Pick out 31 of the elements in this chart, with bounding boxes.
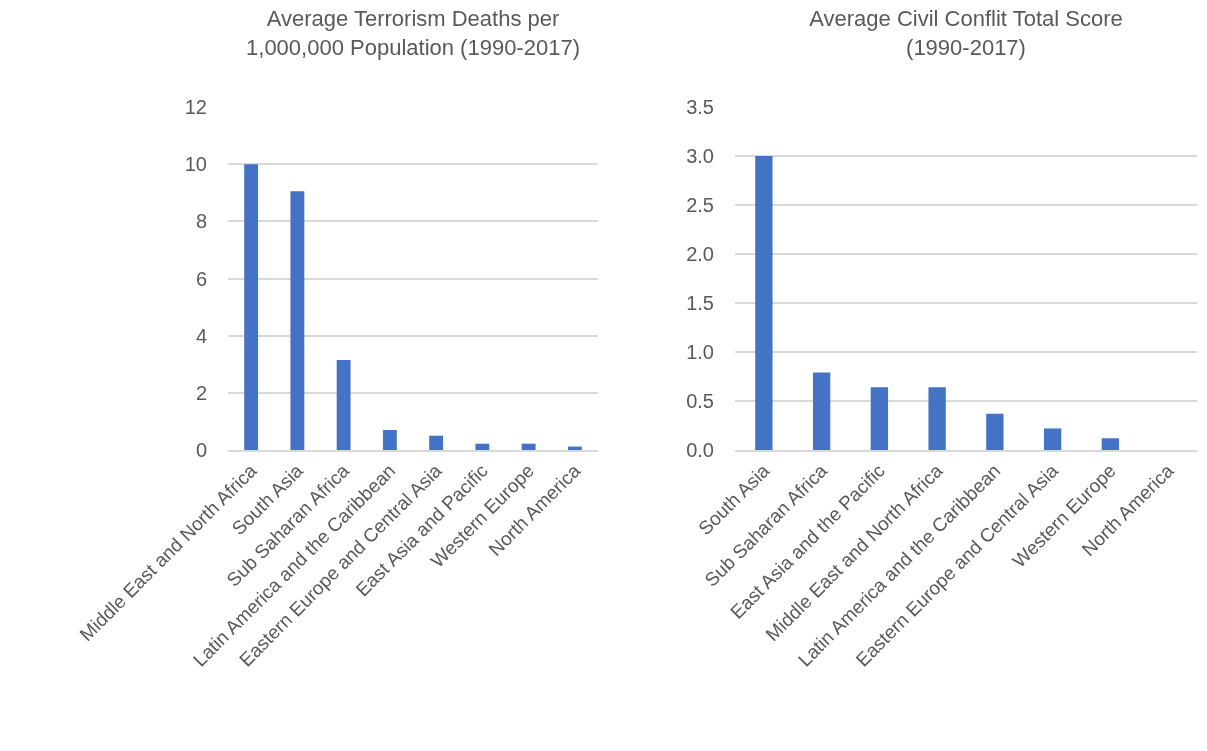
bar — [986, 413, 1004, 450]
y-tick-label: 0.5 — [686, 390, 714, 412]
chart-title: Average Terrorism Deaths per 1,000,000 Population (1990-2017) — [246, 6, 580, 60]
y-tick-label: 2.0 — [686, 243, 714, 265]
bar — [870, 387, 889, 450]
bar — [290, 191, 305, 450]
y-tick-label: 1.0 — [686, 341, 714, 363]
bar — [812, 372, 831, 450]
bar — [336, 359, 351, 450]
bar — [755, 156, 773, 450]
y-tick-label: 8 — [195, 210, 207, 233]
y-tick-label: 2.5 — [686, 194, 714, 216]
y-tick-label: 4 — [195, 324, 207, 347]
bar — [475, 443, 490, 450]
y-tick-label: 1.5 — [686, 292, 714, 314]
bar — [429, 435, 444, 450]
bar — [1101, 438, 1120, 450]
bar — [1043, 428, 1062, 450]
y-tick-label: 10 — [184, 153, 207, 176]
y-tick-label: 3.5 — [686, 96, 714, 118]
bar — [382, 429, 397, 450]
y-tick-label: 0 — [195, 439, 207, 461]
bar — [521, 443, 536, 450]
y-tick-label: 6 — [195, 267, 207, 290]
y-tick-label: 2 — [195, 381, 207, 404]
y-tick-label: 0.0 — [686, 439, 714, 461]
bar — [928, 387, 946, 450]
chart-title: Average Civil Conflit Total Score (1990-2017) — [809, 6, 1123, 60]
y-tick-label: 12 — [184, 96, 207, 118]
y-tick-label: 3.0 — [686, 145, 714, 167]
bar — [244, 164, 259, 450]
